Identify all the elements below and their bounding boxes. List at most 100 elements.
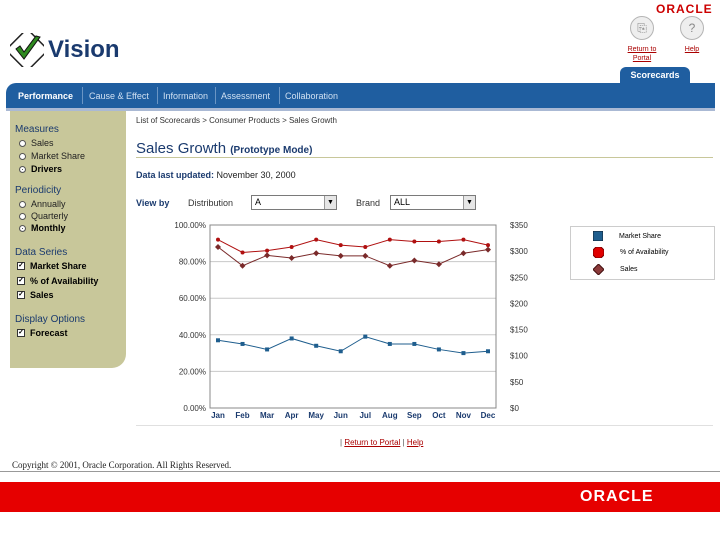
periodicity-option-annually[interactable]: Annually xyxy=(19,199,66,209)
radio-button-selected[interactable] xyxy=(19,224,26,232)
series-checkbox-market-share[interactable]: ✓ Market Share xyxy=(17,261,87,271)
separator: | xyxy=(340,438,345,447)
x-tick-label: Aug xyxy=(382,411,398,420)
oracle-footer-logo: ORACLE xyxy=(580,488,654,505)
y-right-tick-label: $150 xyxy=(510,326,528,335)
tab-assessment[interactable]: Assessment xyxy=(221,90,271,101)
tab-separator xyxy=(157,87,158,104)
scorecards-tab[interactable]: Scorecards xyxy=(620,67,690,83)
help-text[interactable]: Help xyxy=(684,46,700,53)
data-point xyxy=(289,336,294,341)
checkbox-checked[interactable]: ✓ xyxy=(17,291,25,299)
data-point xyxy=(485,246,491,253)
breadcrumb[interactable]: List of Scorecards > Consumer Products >… xyxy=(136,116,337,125)
periodicity-option-quarterly[interactable]: Quarterly xyxy=(19,211,68,221)
x-tick-label: Jul xyxy=(359,411,371,420)
tab-cause-effect[interactable]: Cause & Effect xyxy=(89,90,149,101)
brand-label: Brand xyxy=(356,198,381,208)
distribution-select[interactable]: A ▼ xyxy=(251,195,337,210)
tab-collaboration[interactable]: Collaboration xyxy=(285,90,339,101)
checkbox-checked[interactable]: ✓ xyxy=(17,329,25,337)
return-portal-link[interactable]: ⎘ xyxy=(628,16,654,40)
distribution-label: Distribution xyxy=(188,198,234,208)
series-line xyxy=(217,239,489,253)
forecast-checkbox[interactable]: ✓ Forecast xyxy=(17,328,68,338)
view-by-label: View by xyxy=(136,198,170,208)
distribution-value: A xyxy=(255,197,262,207)
updated-value: November 30, 2000 xyxy=(216,170,296,180)
legend-item-sales: Sales xyxy=(593,264,638,275)
radio-button[interactable] xyxy=(19,212,26,220)
x-tick-label: Oct xyxy=(432,411,446,420)
series-checkbox-sales[interactable]: ✓ Sales xyxy=(17,290,54,300)
y-left-tick-label: 20.00% xyxy=(179,367,206,376)
x-tick-label: Sep xyxy=(407,411,422,420)
title-divider xyxy=(136,157,713,158)
footer-return-portal-link[interactable]: Return to Portal xyxy=(344,438,401,447)
data-point xyxy=(240,341,245,346)
data-point xyxy=(460,250,467,257)
legend-item-availability: % of Availability xyxy=(593,247,669,258)
x-tick-label: May xyxy=(308,411,324,420)
data-point xyxy=(216,237,220,242)
data-point xyxy=(264,252,271,259)
data-point xyxy=(337,252,344,259)
series-checkbox-availability[interactable]: ✓% of Availability xyxy=(17,276,99,286)
prototype-mode-label: (Prototype Mode) xyxy=(230,145,313,156)
return-portal-text[interactable]: Return to Portal xyxy=(627,46,657,62)
data-point xyxy=(314,343,319,348)
data-point xyxy=(313,250,320,257)
x-tick-label: Jan xyxy=(211,411,225,420)
measure-option-market-share[interactable]: Market Share xyxy=(19,151,85,161)
periodicity-option-monthly[interactable]: Monthly xyxy=(19,223,66,233)
footer-banner xyxy=(0,482,720,512)
y-left-tick-label: 40.00% xyxy=(179,331,206,340)
tab-separator xyxy=(82,87,83,104)
vision-logo: Vision xyxy=(10,30,120,70)
chevron-down-icon[interactable]: ▼ xyxy=(463,196,475,209)
data-point xyxy=(215,243,221,250)
brand-select[interactable]: ALL ▼ xyxy=(390,195,476,210)
data-point xyxy=(386,262,393,269)
y-right-tick-label: $0 xyxy=(510,404,519,413)
radio-button-selected[interactable] xyxy=(19,165,26,173)
square-marker-icon xyxy=(593,231,603,241)
app-name: Vision xyxy=(48,36,120,63)
radio-button[interactable] xyxy=(19,152,26,160)
y-right-tick-label: $250 xyxy=(510,273,528,282)
chevron-down-icon[interactable]: ▼ xyxy=(324,196,336,209)
legend-label: % of Availability xyxy=(620,249,669,256)
x-tick-label: Jun xyxy=(334,411,348,420)
data-point xyxy=(314,237,319,242)
data-point xyxy=(363,244,368,249)
footer-links: | Return to Portal | Help xyxy=(340,438,423,447)
sidebar xyxy=(10,111,126,368)
measures-heading: Measures xyxy=(15,124,59,135)
legend-item-market-share: Market Share xyxy=(593,231,661,241)
data-point xyxy=(411,257,418,264)
display-options-heading: Display Options xyxy=(15,314,86,325)
data-point xyxy=(461,351,466,356)
checkmark-logo-icon xyxy=(10,33,44,67)
document-icon: ⎘ xyxy=(630,16,654,40)
footer-help-link[interactable]: Help xyxy=(406,438,424,447)
octagon-marker-icon xyxy=(593,247,604,258)
checkbox-checked[interactable]: ✓ xyxy=(17,277,25,285)
checkbox-checked[interactable]: ✓ xyxy=(17,262,25,270)
help-link[interactable]: ? xyxy=(680,16,704,40)
tab-performance[interactable]: Performance xyxy=(18,90,74,101)
measure-option-sales[interactable]: Sales xyxy=(19,138,54,148)
data-point xyxy=(387,237,392,242)
periodicity-heading: Periodicity xyxy=(15,185,62,196)
measure-option-drivers[interactable]: Drivers xyxy=(19,164,62,174)
radio-button[interactable] xyxy=(19,139,26,147)
radio-button[interactable] xyxy=(19,200,26,208)
chart-divider xyxy=(136,425,713,426)
separator: | xyxy=(402,438,407,447)
data-point xyxy=(338,243,343,248)
data-point xyxy=(240,250,245,255)
tab-information[interactable]: Information xyxy=(163,90,209,101)
brand-value: ALL xyxy=(394,197,411,207)
data-point xyxy=(436,347,441,352)
footer-divider xyxy=(0,471,720,472)
